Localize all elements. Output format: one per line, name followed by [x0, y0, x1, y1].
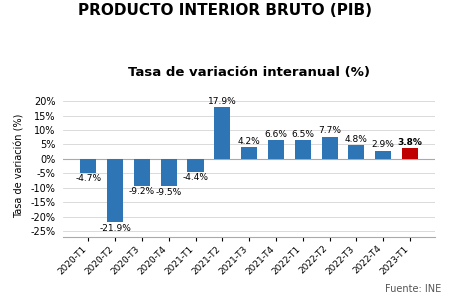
Bar	[348, 145, 364, 159]
Text: 6.6%: 6.6%	[265, 130, 288, 139]
Bar	[107, 159, 123, 222]
Text: 3.8%: 3.8%	[398, 138, 423, 147]
Bar	[241, 147, 257, 159]
Bar	[80, 159, 96, 173]
Text: -9.2%: -9.2%	[129, 187, 155, 196]
Bar	[188, 159, 203, 172]
Text: 4.8%: 4.8%	[345, 135, 368, 144]
Text: 4.2%: 4.2%	[238, 137, 261, 146]
Y-axis label: Tasa de variación (%): Tasa de variación (%)	[15, 114, 25, 218]
Text: -4.4%: -4.4%	[183, 173, 208, 182]
Bar	[322, 137, 338, 159]
Text: -21.9%: -21.9%	[99, 224, 131, 233]
Title: Tasa de variación interanual (%): Tasa de variación interanual (%)	[128, 66, 370, 79]
Text: 17.9%: 17.9%	[208, 97, 237, 106]
Text: Fuente: INE: Fuente: INE	[385, 284, 441, 294]
Text: 2.9%: 2.9%	[372, 140, 395, 149]
Bar	[402, 148, 418, 159]
Bar	[375, 151, 392, 159]
Bar	[161, 159, 177, 187]
Text: PRODUCTO INTERIOR BRUTO (PIB): PRODUCTO INTERIOR BRUTO (PIB)	[78, 3, 372, 18]
Text: 7.7%: 7.7%	[318, 127, 341, 135]
Text: 6.5%: 6.5%	[291, 130, 314, 139]
Bar	[134, 159, 150, 186]
Bar	[268, 140, 284, 159]
Text: -9.5%: -9.5%	[156, 188, 182, 197]
Bar	[295, 140, 311, 159]
Bar	[214, 107, 230, 159]
Text: -4.7%: -4.7%	[75, 174, 101, 183]
